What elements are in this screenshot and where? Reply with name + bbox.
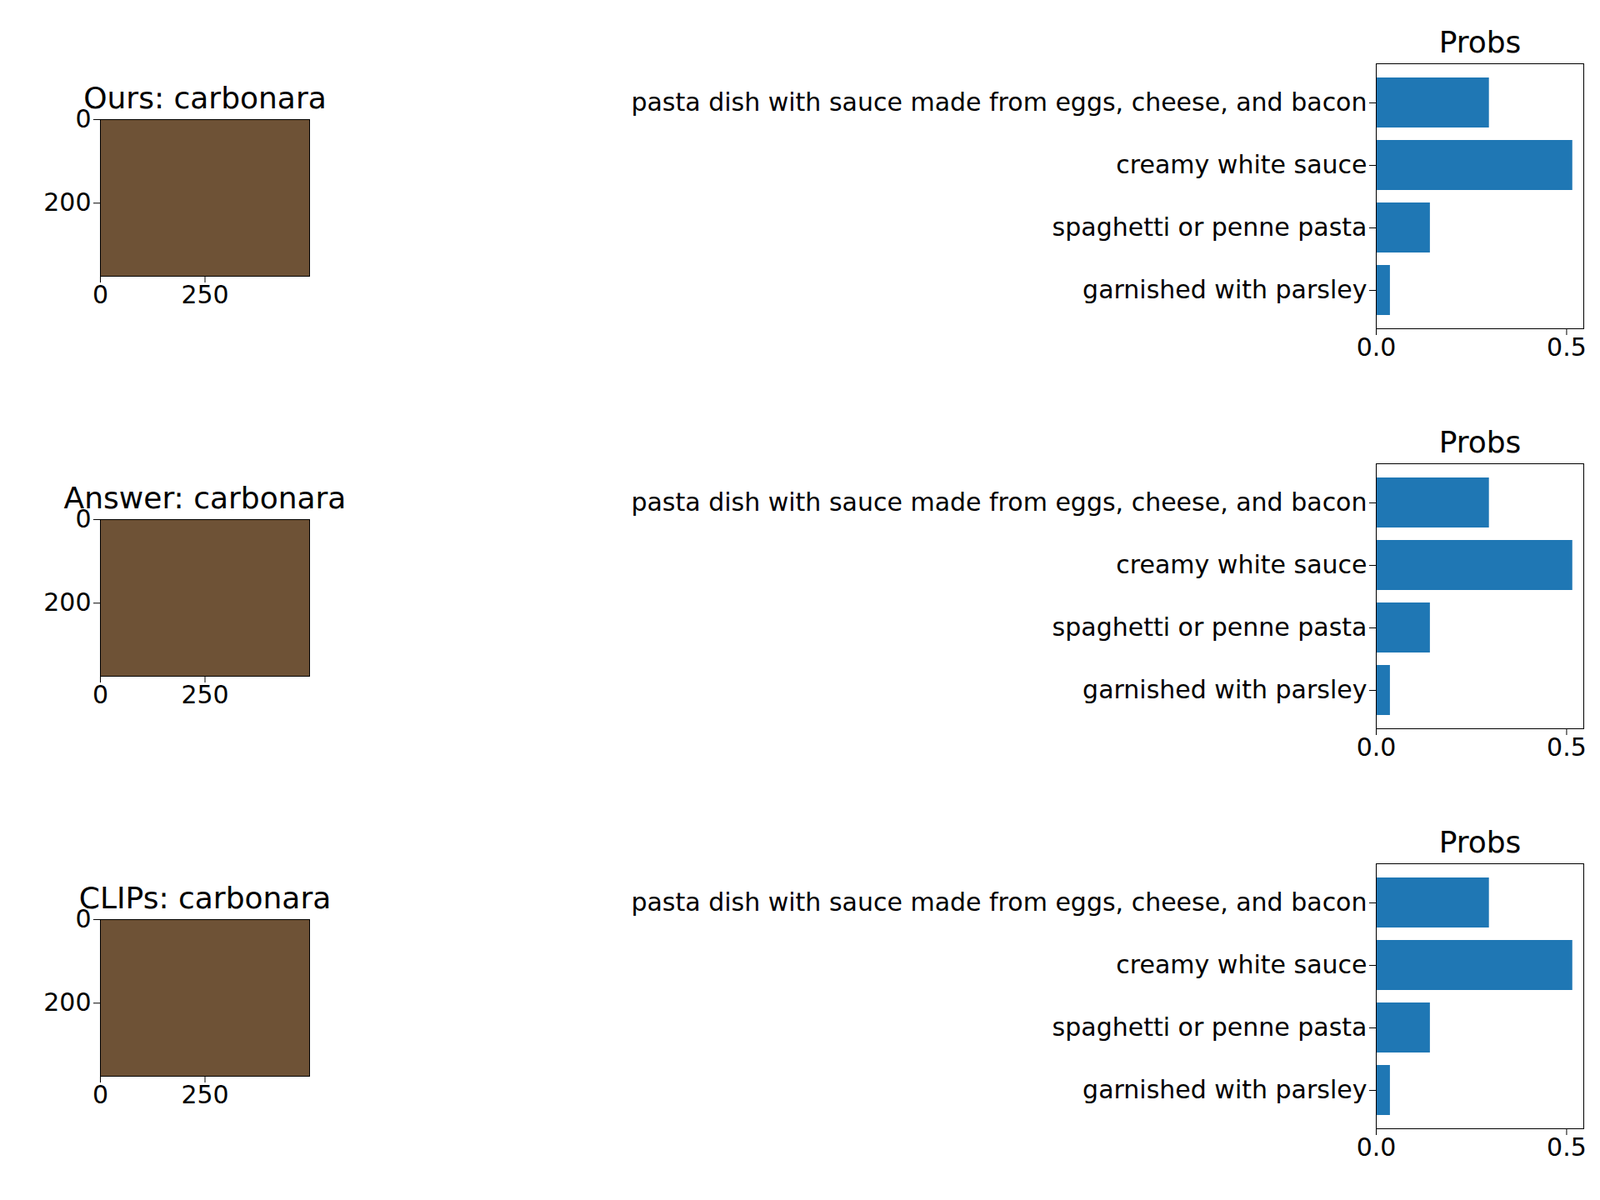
svg-text:spaghetti or penne pasta: spaghetti or penne pasta [1052, 612, 1368, 642]
svg-text:200: 200 [43, 587, 91, 617]
svg-text:0: 0 [92, 280, 109, 310]
svg-text:creamy white sauce: creamy white sauce [1115, 550, 1367, 580]
svg-text:0: 0 [75, 504, 92, 534]
svg-text:garnished with parsley: garnished with parsley [1082, 1075, 1367, 1105]
svg-text:0.5: 0.5 [1546, 732, 1587, 762]
svg-text:0: 0 [75, 904, 92, 934]
svg-text:creamy white sauce: creamy white sauce [1115, 950, 1367, 980]
svg-text:garnished with parsley: garnished with parsley [1082, 275, 1367, 305]
svg-text:0: 0 [75, 104, 92, 134]
svg-text:250: 250 [180, 280, 229, 310]
svg-text:CLIPs: carbonara: CLIPs: carbonara [79, 880, 331, 915]
svg-text:Probs: Probs [1439, 825, 1522, 860]
svg-text:Probs: Probs [1439, 25, 1522, 60]
svg-text:spaghetti or penne pasta: spaghetti or penne pasta [1052, 212, 1368, 242]
svg-text:Ours: carbonara: Ours: carbonara [83, 80, 327, 115]
svg-text:0.5: 0.5 [1546, 332, 1587, 362]
svg-text:0.0: 0.0 [1356, 332, 1397, 362]
svg-text:200: 200 [43, 187, 91, 217]
svg-text:0.0: 0.0 [1356, 1132, 1397, 1162]
svg-text:0: 0 [92, 1080, 109, 1110]
svg-text:pasta dish with sauce made fro: pasta dish with sauce made from eggs, ch… [630, 887, 1367, 917]
svg-text:250: 250 [180, 1080, 229, 1110]
svg-text:200: 200 [43, 987, 91, 1017]
svg-text:250: 250 [180, 680, 229, 710]
svg-text:0: 0 [92, 680, 109, 710]
svg-text:garnished with parsley: garnished with parsley [1082, 675, 1367, 705]
svg-text:pasta dish with sauce made fro: pasta dish with sauce made from eggs, ch… [630, 487, 1367, 517]
svg-text:0.5: 0.5 [1546, 1132, 1587, 1162]
svg-text:spaghetti or penne pasta: spaghetti or penne pasta [1052, 1012, 1368, 1042]
svg-text:Probs: Probs [1439, 425, 1522, 460]
svg-text:Answer: carbonara: Answer: carbonara [64, 480, 347, 515]
svg-text:creamy white sauce: creamy white sauce [1115, 150, 1367, 180]
svg-text:pasta dish with sauce made fro: pasta dish with sauce made from eggs, ch… [630, 87, 1367, 117]
svg-text:0.0: 0.0 [1356, 732, 1397, 762]
